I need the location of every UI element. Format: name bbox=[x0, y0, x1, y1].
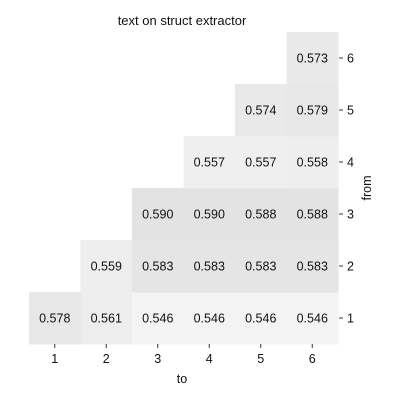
heatmap-cell bbox=[235, 292, 287, 345]
heatmap-cell bbox=[132, 188, 184, 241]
heatmap-cells bbox=[29, 32, 339, 345]
heatmap-cell bbox=[235, 188, 287, 241]
cell-value-labels: 0.578 0.561 0.546 0.546 0.546 0.546 0.559 0.583… bbox=[39, 52, 328, 326]
y-axis: 1 2 3 4 5 6 bbox=[339, 52, 354, 326]
cell-value-label: 0.557 bbox=[245, 156, 276, 170]
y-tick-label: 1 bbox=[347, 312, 354, 326]
x-axis-label: to bbox=[177, 372, 187, 386]
cell-value-label: 0.574 bbox=[245, 104, 276, 118]
cell-value-label: 0.588 bbox=[245, 208, 276, 222]
heatmap-cell bbox=[235, 84, 287, 137]
heatmap-cell bbox=[286, 292, 339, 345]
cell-value-label: 0.583 bbox=[245, 260, 276, 274]
cell-value-label: 0.546 bbox=[297, 312, 328, 326]
x-tick-label: 6 bbox=[309, 352, 316, 366]
chart-title: text on struct extractor bbox=[118, 13, 247, 28]
cell-value-label: 0.579 bbox=[297, 104, 328, 118]
cell-value-label: 0.546 bbox=[194, 312, 225, 326]
cell-value-label: 0.546 bbox=[142, 312, 173, 326]
heatmap-cell bbox=[286, 136, 339, 189]
heatmap-cell bbox=[80, 240, 133, 293]
y-tick-label: 3 bbox=[347, 208, 354, 222]
y-tick-label: 4 bbox=[347, 156, 354, 170]
cell-value-label: 0.583 bbox=[194, 260, 225, 274]
cell-value-label: 0.588 bbox=[297, 208, 328, 222]
y-tick-label: 5 bbox=[347, 104, 354, 118]
cell-value-label: 0.558 bbox=[297, 156, 328, 170]
x-tick-label: 3 bbox=[154, 352, 161, 366]
cell-value-label: 0.578 bbox=[39, 312, 70, 326]
y-tick-label: 2 bbox=[347, 260, 354, 274]
cell-value-label: 0.590 bbox=[142, 208, 173, 222]
y-axis-label: from bbox=[360, 176, 374, 201]
heatmap-cell bbox=[80, 292, 133, 345]
cell-value-label: 0.559 bbox=[91, 260, 122, 274]
x-axis: 1 2 3 4 5 6 bbox=[51, 344, 316, 366]
cell-value-label: 0.546 bbox=[245, 312, 276, 326]
heatmap-cell bbox=[132, 240, 184, 293]
heatmap-cell bbox=[183, 240, 236, 293]
heatmap-cell bbox=[235, 240, 287, 293]
heatmap-cell bbox=[286, 32, 339, 85]
heatmap-cell bbox=[183, 292, 236, 345]
heatmap-cell bbox=[286, 188, 339, 241]
cell-value-label: 0.561 bbox=[91, 312, 122, 326]
cell-value-label: 0.583 bbox=[297, 260, 328, 274]
x-tick-label: 2 bbox=[103, 352, 110, 366]
x-tick-label: 1 bbox=[51, 352, 58, 366]
heatmap-cell bbox=[132, 292, 184, 345]
y-tick-label: 6 bbox=[347, 52, 354, 66]
heatmap-cell bbox=[235, 136, 287, 189]
heatmap-cell bbox=[286, 240, 339, 293]
cell-value-label: 0.573 bbox=[297, 52, 328, 66]
x-tick-label: 5 bbox=[257, 352, 264, 366]
heatmap-cell bbox=[29, 292, 81, 345]
cell-value-label: 0.557 bbox=[194, 156, 225, 170]
x-tick-label: 4 bbox=[206, 352, 213, 366]
heatmap-cell bbox=[183, 136, 236, 189]
cell-value-label: 0.590 bbox=[194, 208, 225, 222]
heatmap-cell bbox=[183, 188, 236, 241]
cell-value-label: 0.583 bbox=[142, 260, 173, 274]
heatmap-cell bbox=[286, 84, 339, 137]
